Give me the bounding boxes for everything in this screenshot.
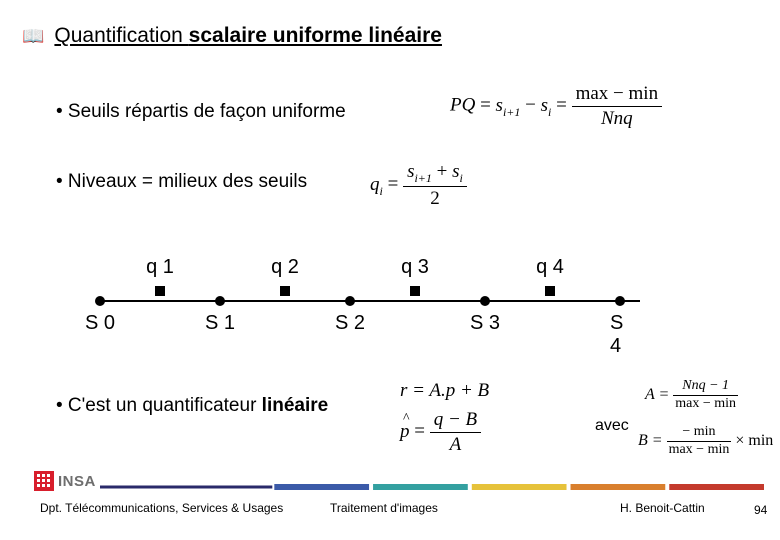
title-prefix: Quantification: [54, 24, 188, 47]
qi-num: si+1 + si: [403, 160, 467, 187]
B-lhs: B =: [638, 432, 667, 449]
qi-num-b-sub: i: [460, 171, 463, 185]
qi-num-a-sub: i+1: [414, 171, 431, 185]
insa-logo: INSA: [34, 471, 100, 491]
b3-prefix: • C'est un quantificateur: [56, 395, 262, 416]
A-num: Nnq − 1: [673, 378, 738, 396]
bullet-seuils: • Seuils répartis de façon uniforme: [56, 101, 346, 123]
qi-num-b: s: [452, 161, 459, 182]
bullet-niveaux: • Niveaux = milieux des seuils: [56, 171, 307, 193]
book-icon: 📖: [22, 26, 44, 47]
logo-square-icon: [34, 471, 54, 491]
A-den: max − min: [673, 396, 738, 413]
qi-eq: =: [383, 174, 403, 195]
tick-s: [95, 296, 105, 306]
footer-rule: [40, 484, 766, 494]
title-text: Quantification scalaire uniforme linéair…: [54, 24, 442, 48]
B-num: − min: [667, 424, 732, 442]
B-frac: − minmax − min: [667, 424, 732, 459]
tick-s: [215, 296, 225, 306]
logo-text: INSA: [58, 473, 96, 490]
b3-bold: linéaire: [262, 395, 329, 416]
tick-q: [155, 286, 165, 296]
tick-q: [545, 286, 555, 296]
number-line: [100, 300, 640, 302]
formula-pq: PQ = si+1 − si = max − minNnq: [450, 82, 662, 131]
qi-den: 2: [403, 187, 467, 211]
pq-s1: si+1: [496, 95, 521, 116]
qi-frac: si+1 + si2: [403, 160, 467, 211]
pq-s1-s: s: [496, 95, 503, 116]
tick-q: [280, 286, 290, 296]
phat-frac: q − BA: [430, 408, 481, 457]
footer-center: Traitement d'images: [330, 501, 438, 515]
A-frac: Nnq − 1max − min: [673, 378, 738, 413]
label-q: q 4: [536, 256, 564, 279]
label-q: q 3: [401, 256, 429, 279]
formula-r: r = A.p + B: [400, 380, 489, 402]
phat-den: A: [430, 433, 481, 457]
bullet-lineaire: • C'est un quantificateur linéaire: [56, 395, 328, 417]
label-s: S 4: [610, 312, 630, 358]
tick-s: [345, 296, 355, 306]
label-q: q 2: [271, 256, 299, 279]
phat-num: q − B: [430, 408, 481, 433]
label-q: q 1: [146, 256, 174, 279]
pq-eq2: =: [551, 95, 571, 116]
label-s: S 2: [335, 312, 365, 335]
B-den: max − min: [667, 442, 732, 459]
B-tail: × min: [731, 432, 773, 449]
tick-s: [615, 296, 625, 306]
pq-s2: si: [541, 95, 552, 116]
pq-lhs: PQ: [450, 95, 475, 116]
qi-q: q: [370, 174, 380, 195]
avec-label: avec: [595, 417, 629, 435]
label-s: S 0: [85, 312, 115, 335]
tick-s: [480, 296, 490, 306]
formula-phat: p = q − BA: [400, 408, 489, 457]
pq-minus: −: [520, 95, 540, 116]
pq-s1-sub: i+1: [503, 104, 520, 118]
formula-qi: qi = si+1 + si2: [370, 160, 467, 211]
phat-sym: p: [400, 421, 410, 443]
pq-eq: =: [475, 95, 495, 116]
label-s: S 1: [205, 312, 235, 335]
slide-title: 📖 Quantification scalaire uniforme linéa…: [22, 24, 442, 48]
qi-l: qi: [370, 174, 383, 195]
page-number: 94: [754, 503, 767, 517]
formula-A: A = Nnq − 1max − min: [645, 378, 738, 413]
pq-frac: max − minNnq: [572, 82, 663, 131]
formula-B: B = − minmax − min × min: [638, 424, 773, 459]
qi-num-plus: +: [432, 161, 452, 182]
phat-eq: =: [410, 421, 430, 442]
pq-s2-s: s: [541, 95, 548, 116]
footer-left: Dpt. Télécommunications, Services & Usag…: [40, 501, 283, 515]
pq-den: Nnq: [572, 107, 663, 131]
formula-r-phat: r = A.p + B p = q − BA: [400, 380, 489, 463]
label-s: S 3: [470, 312, 500, 335]
title-bold: scalaire uniforme linéaire: [189, 24, 442, 47]
footer-right: H. Benoit-Cattin: [620, 501, 705, 515]
tick-q: [410, 286, 420, 296]
A-lhs: A =: [645, 386, 673, 403]
pq-num: max − min: [572, 82, 663, 107]
quantization-diagram: S 0S 1S 2S 3S 4q 1q 2q 3q 4: [100, 230, 640, 350]
